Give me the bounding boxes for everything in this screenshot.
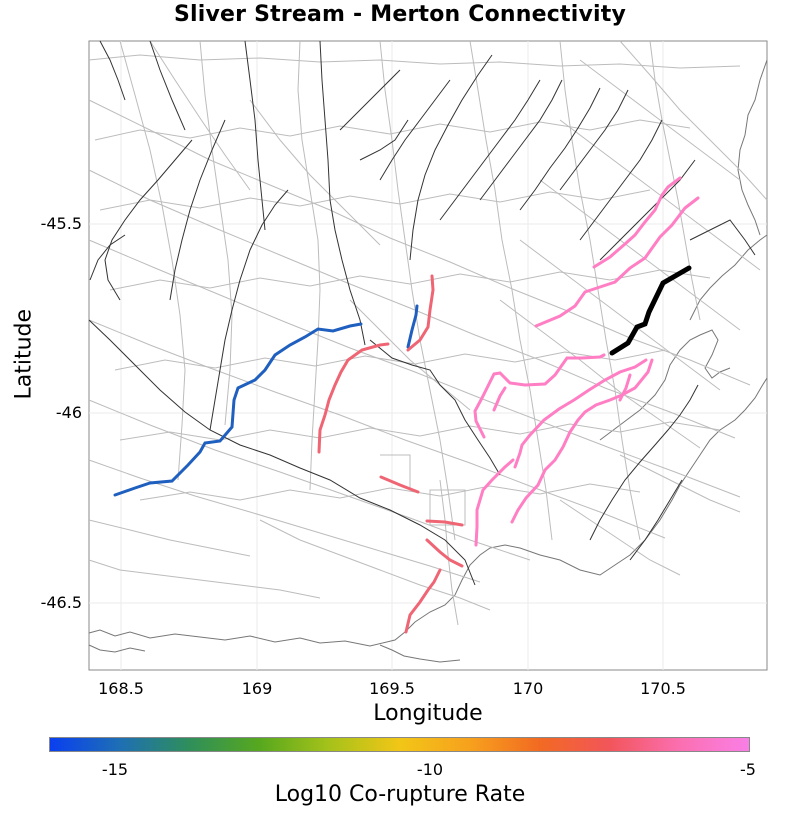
x-tick-label: 169 (241, 679, 273, 698)
x-tick-label: 168.5 (98, 679, 144, 698)
coastline (88, 59, 768, 663)
y-tick-label: -46.5 (40, 593, 82, 612)
fault-merton (609, 265, 692, 356)
faults-mid-rate (317, 274, 464, 634)
y-tick-label: -46 (55, 403, 82, 422)
x-axis-label: Longitude (373, 701, 483, 726)
x-tick-label: 170.5 (640, 679, 686, 698)
background-faults-grey (88, 40, 768, 626)
colorbar-tick-label: -5 (740, 760, 756, 779)
x-tick-label: 170 (512, 679, 544, 698)
faults-low-rate (113, 304, 419, 497)
colorbar-label: Log10 Co-rupture Rate (274, 782, 526, 807)
map-title: Sliver Stream - Merton Connectivity (173, 2, 626, 27)
x-tick-label: 169.5 (369, 679, 415, 698)
y-tick-label: -45.5 (40, 214, 82, 233)
y-axis-label: Latitude (11, 308, 37, 400)
faults-high-rate (473, 176, 700, 547)
background-faults-dark (88, 40, 756, 586)
colorbar-tick-label: -10 (416, 760, 444, 779)
colorbar-tick-label: -15 (101, 760, 129, 779)
colorbar (49, 737, 750, 752)
